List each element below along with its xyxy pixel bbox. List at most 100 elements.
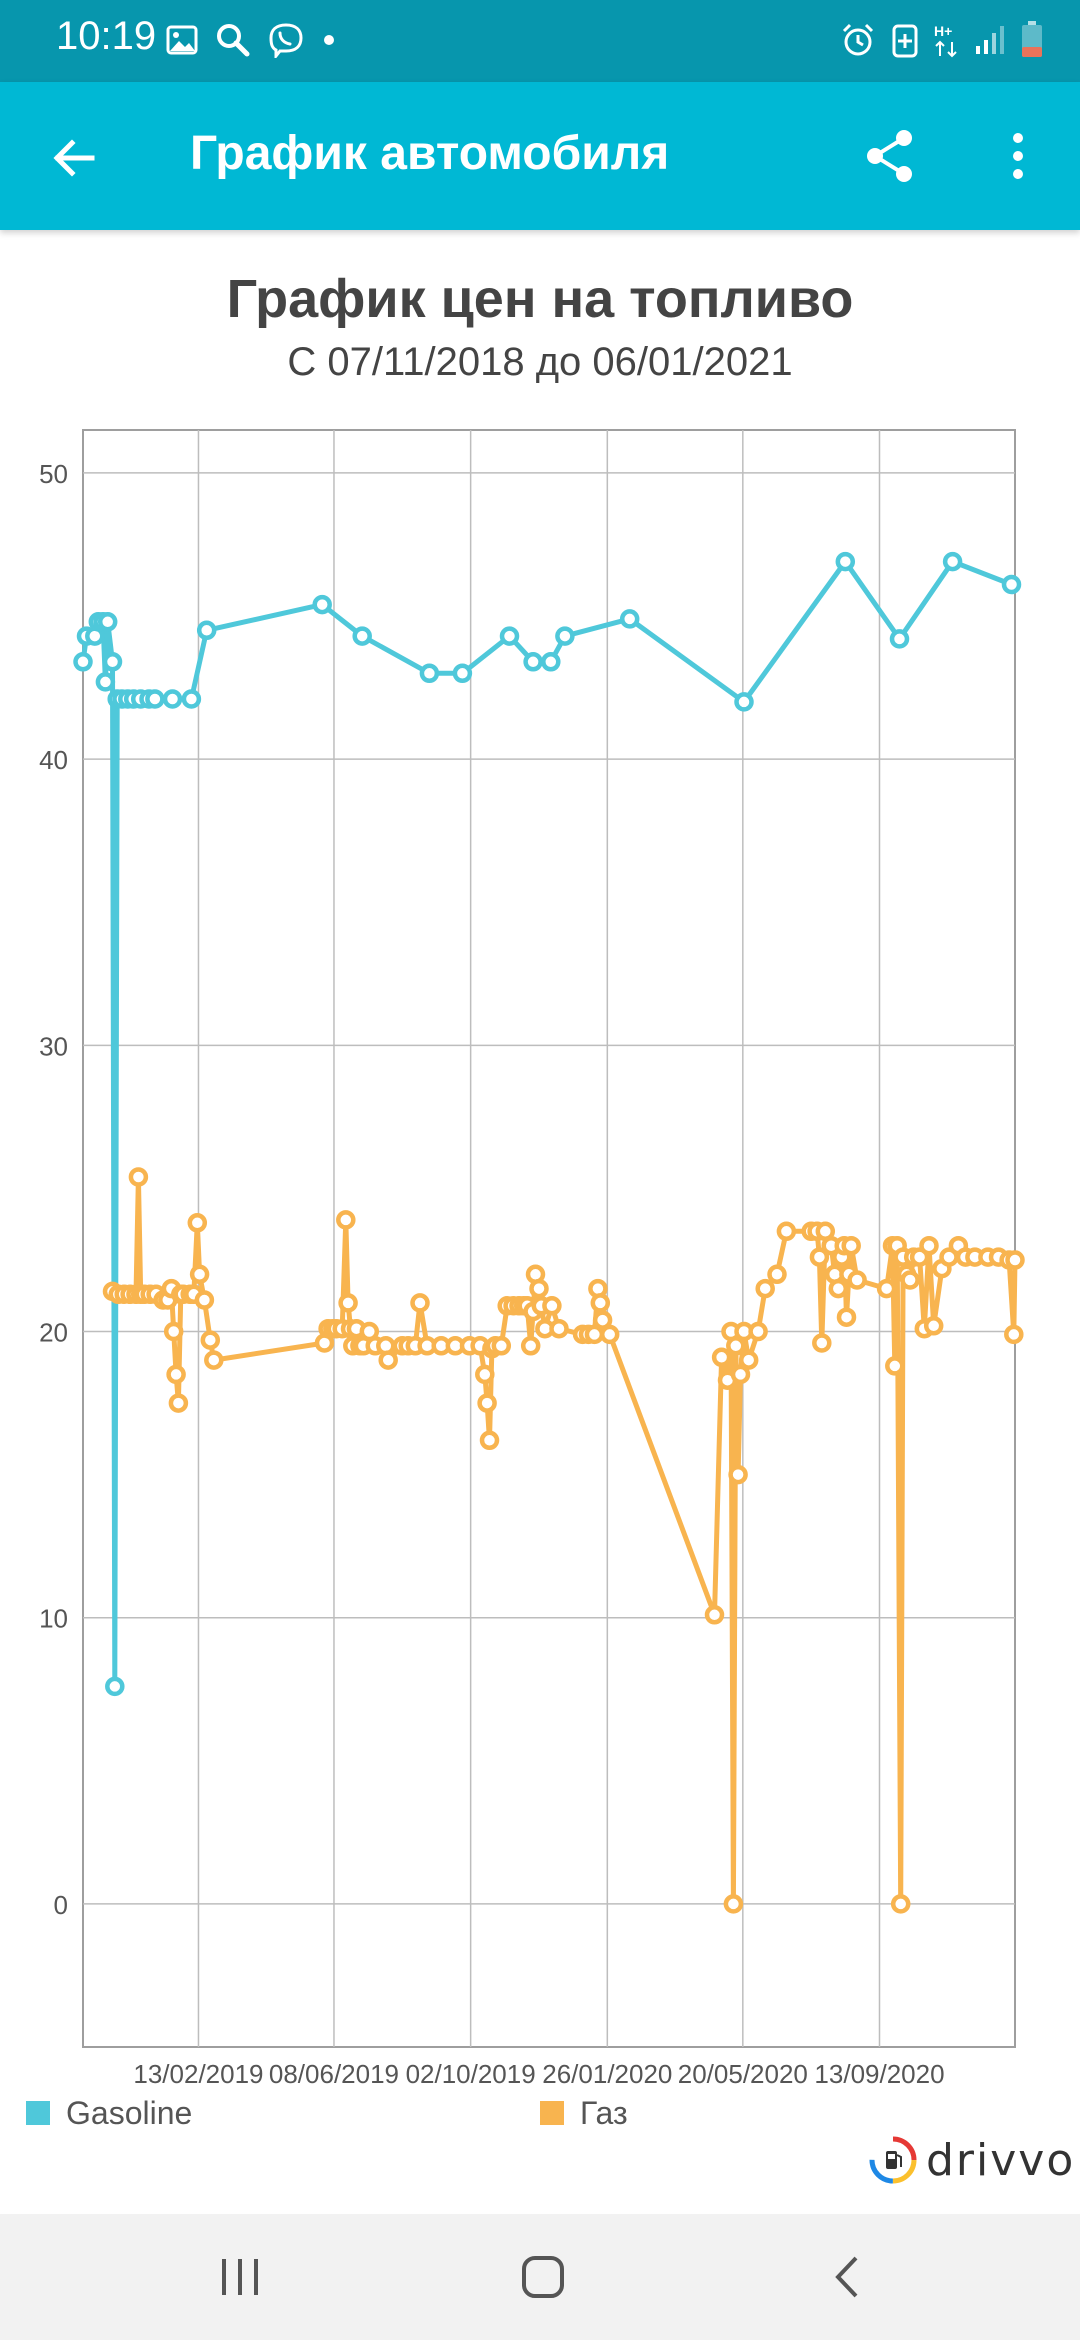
x-tick-label: 26/01/2020 — [542, 2059, 672, 2089]
data-point-gas — [189, 1264, 210, 1285]
home-button[interactable] — [493, 2234, 593, 2320]
data-point-gas — [479, 1430, 500, 1451]
data-point-gas — [336, 1210, 356, 1230]
dot-icon — [324, 35, 334, 45]
data-point-gasoline — [541, 652, 561, 672]
y-tick-label: 40 — [39, 745, 68, 775]
series-line-gasoline — [80, 559, 1013, 1689]
legend-label-gasoline: Gasoline — [66, 2094, 193, 2131]
page-title: График автомобиля — [190, 127, 670, 180]
legend-swatch-gasoline — [26, 2101, 50, 2125]
data-point-gasoline — [105, 1676, 125, 1697]
network-h-plus-icon: H+ — [934, 23, 957, 58]
data-point-gas — [529, 1278, 549, 1299]
data-point-gasoline — [619, 609, 640, 629]
data-point-gas — [166, 1364, 186, 1385]
nav-back-button[interactable] — [797, 2234, 897, 2320]
data-point-gas — [378, 1350, 398, 1370]
data-point-gas — [847, 1270, 867, 1290]
brand-logo: drivvo — [868, 2130, 1075, 2190]
data-point-gas — [919, 1235, 939, 1256]
data-point-gas — [923, 1316, 944, 1336]
svg-text:H+: H+ — [934, 23, 952, 39]
legend-label-gas: Газ — [580, 2094, 628, 2131]
legend-swatch-gas — [540, 2101, 564, 2125]
x-tick-label: 13/09/2020 — [814, 2059, 944, 2089]
recent-apps-button[interactable] — [190, 2234, 290, 2320]
system-nav-bar — [0, 2214, 1080, 2340]
data-point-gas — [704, 1605, 725, 1625]
x-tick-label: 13/02/2019 — [133, 2059, 263, 2089]
data-point-gas — [520, 1336, 541, 1356]
data-point-gas — [885, 1356, 905, 1376]
data-point-gas — [1005, 1250, 1025, 1270]
share-icon — [867, 130, 912, 182]
app-bar: График автомобиля — [0, 82, 1080, 230]
data-point-gasoline — [452, 663, 473, 684]
data-point-gas — [748, 1321, 768, 1342]
battery-icon — [1022, 21, 1042, 57]
y-tick-label: 30 — [39, 1031, 68, 1061]
data-point-gas — [338, 1293, 358, 1313]
signal-icon — [976, 26, 1004, 54]
x-tick-label: 02/10/2019 — [406, 2059, 536, 2089]
data-point-gasoline — [419, 663, 440, 684]
data-point-gas — [549, 1318, 569, 1339]
fuel-price-chart: 0 10 20 30 40 50 13/02/2019 08/06/2019 02/10/201… — [39, 429, 1025, 2089]
legend-item-gas: Газ — [540, 2093, 628, 2133]
data-point-gasoline — [97, 612, 118, 632]
axes: 0 10 20 30 40 50 13/02/2019 08/06/2019 02/10/201… — [39, 459, 944, 2089]
y-tick-label: 0 — [54, 1890, 68, 1920]
recent-apps-icon — [222, 2259, 258, 2295]
viber-icon — [269, 23, 303, 58]
data-point-gas — [1004, 1324, 1024, 1345]
data-point-gas — [590, 1293, 611, 1313]
data-point-gas — [755, 1278, 775, 1299]
data-point-gasoline — [523, 652, 543, 672]
data-point-gas — [890, 1894, 911, 1914]
share-button[interactable] — [852, 118, 928, 194]
data-point-gasoline — [352, 626, 372, 646]
drivvo-logo-icon — [869, 2136, 917, 2184]
data-point-gas — [809, 1247, 830, 1267]
data-point-gasoline — [889, 629, 910, 649]
data-point-gas — [477, 1393, 497, 1413]
data-point-gas — [187, 1213, 208, 1233]
y-tick-label: 50 — [39, 459, 68, 489]
y-tick-label: 10 — [39, 1604, 68, 1634]
data-point-gas — [812, 1333, 832, 1353]
data-point-gas — [767, 1264, 787, 1285]
data-point-gasoline — [73, 652, 93, 672]
data-point-gas — [900, 1270, 920, 1290]
data-point-gasoline — [196, 620, 217, 641]
arrow-back-icon — [53, 139, 95, 177]
alarm-icon — [842, 23, 874, 56]
data-point-gas — [128, 1167, 149, 1187]
data-point-gasoline — [145, 689, 165, 709]
data-point-gas — [200, 1330, 221, 1350]
brand-name: drivvo — [926, 2134, 1076, 2186]
data-point-gas — [776, 1221, 797, 1242]
plot-frame — [82, 429, 1016, 2048]
series — [73, 551, 1025, 1914]
data-point-gas — [491, 1336, 512, 1356]
chart-title: График цен на топливо — [226, 269, 854, 329]
data-point-gasoline — [734, 692, 754, 712]
status-left-icons — [166, 18, 336, 62]
data-point-gas — [738, 1350, 759, 1370]
data-point-gas — [728, 1464, 748, 1485]
data-point-gas — [711, 1347, 732, 1368]
more-vert-icon — [1013, 133, 1023, 179]
data-point-gas — [163, 1321, 184, 1342]
data-point-gasoline — [499, 626, 520, 646]
more-options-button[interactable] — [980, 118, 1056, 194]
chart-subtitle: С 07/11/2018 до 06/01/2021 — [287, 340, 793, 384]
search-icon — [217, 24, 250, 57]
data-saver-icon — [892, 24, 918, 58]
back-button[interactable] — [36, 120, 112, 196]
data-point-gas — [841, 1235, 861, 1256]
data-point-gas — [730, 1364, 751, 1385]
data-point-gas — [876, 1278, 897, 1299]
data-point-gasoline — [835, 551, 856, 572]
data-point-gas — [410, 1293, 430, 1313]
